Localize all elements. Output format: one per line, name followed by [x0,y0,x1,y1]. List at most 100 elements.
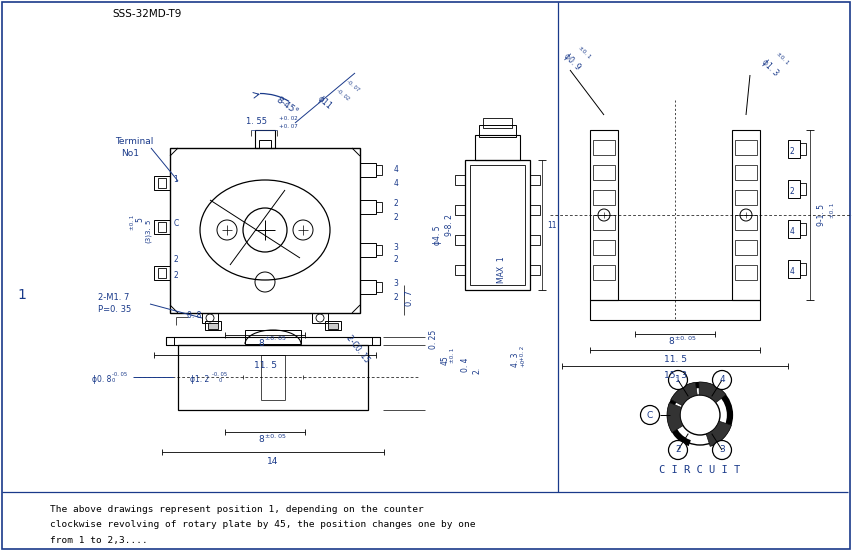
Bar [208,323,218,329]
Text: 11. 5: 11. 5 [254,360,277,370]
Text: 9-8. 2: 9-8. 2 [445,214,453,236]
Text: -0. 05: -0. 05 [212,371,227,376]
Text: 1: 1 [18,288,26,302]
Text: -0. 05: -0. 05 [112,371,127,376]
Bar [455,175,465,185]
Bar [328,323,338,329]
Bar [593,190,615,205]
Text: 5: 5 [145,220,151,224]
Text: +0. 07: +0. 07 [279,123,297,128]
Text: 2: 2 [675,446,681,455]
Bar [455,235,465,245]
Bar [245,330,301,344]
Text: (3)3.: (3)3. [145,226,152,244]
Bar [593,165,615,180]
Text: 4. 3: 4. 3 [510,353,520,368]
Text: +0. 2: +0. 2 [521,345,526,360]
Bar [530,235,540,245]
Text: 2: 2 [790,187,795,197]
Bar [735,215,757,230]
Text: 2-M1. 7: 2-M1. 7 [98,294,130,302]
Bar [788,220,800,238]
Bar [158,222,166,232]
Bar [530,175,540,185]
Text: ±0. 05: ±0. 05 [265,434,285,439]
Wedge shape [706,421,731,446]
Bar [590,130,618,300]
Text: +0: +0 [521,359,526,367]
Text: No1: No1 [121,149,139,159]
Bar [530,205,540,215]
Bar [475,135,520,160]
Bar [255,130,275,148]
Bar [593,265,615,280]
Text: C I R C U I T: C I R C U I T [659,465,740,475]
Text: ϕ11: ϕ11 [316,94,334,112]
Text: 11. 5: 11. 5 [664,354,687,364]
Bar [479,125,516,137]
Bar [788,140,800,158]
Text: 4: 4 [719,375,725,385]
Bar [205,321,221,330]
Bar [470,165,525,285]
Bar [154,220,170,234]
Bar [360,200,376,214]
Text: 0: 0 [112,379,115,383]
Text: 4: 4 [394,180,399,188]
Text: 2: 2 [174,256,178,264]
Bar [800,143,806,155]
Circle shape [712,370,732,390]
Wedge shape [688,436,711,449]
Wedge shape [699,382,726,403]
Text: 0. 4: 0. 4 [460,358,469,372]
Text: The above drawings represent position 1, depending on the counter
clockwise revo: The above drawings represent position 1,… [50,505,475,544]
Bar [732,130,760,300]
Text: ±0. 1: ±0. 1 [130,214,135,230]
Wedge shape [667,403,683,433]
Bar [325,321,341,330]
Text: ±0. 1: ±0. 1 [451,347,456,363]
Text: 0. 8: 0. 8 [187,311,201,320]
Bar [735,190,757,205]
Text: 3: 3 [394,242,399,251]
Text: 2-C0. 15: 2-C0. 15 [344,333,371,364]
Text: 2: 2 [394,213,399,222]
Text: Terminal: Terminal [115,138,153,147]
Text: 11: 11 [547,220,556,230]
Text: 0. 7: 0. 7 [406,290,415,306]
Bar [360,280,376,294]
Bar [158,178,166,188]
Text: 2: 2 [174,272,178,280]
Bar [800,183,806,195]
Bar [170,148,360,313]
Text: 3: 3 [719,446,725,455]
Bar [376,282,382,292]
Text: ±0. 1: ±0. 1 [577,45,591,59]
Bar [735,265,757,280]
Circle shape [641,406,659,424]
Bar [202,313,218,323]
Text: 9-1. 5: 9-1. 5 [818,204,826,226]
Bar [800,223,806,235]
Bar [593,215,615,230]
Text: MAX  1: MAX 1 [497,257,505,283]
Text: -0. 02: -0. 02 [336,88,350,102]
Text: 2.: 2. [473,366,481,374]
Text: 14: 14 [268,457,279,467]
Bar [166,337,380,345]
Text: 8: 8 [258,435,264,445]
Text: 1: 1 [174,176,178,185]
Text: 0: 0 [218,379,222,383]
Bar [788,260,800,278]
Bar [312,313,328,323]
Text: 2: 2 [394,256,399,264]
Bar [154,176,170,190]
Text: 0. 25: 0. 25 [429,329,437,349]
Text: 8-45°: 8-45° [274,95,300,117]
Text: 45: 45 [440,355,450,365]
Text: ϕ4. 5: ϕ4. 5 [433,225,441,245]
Text: 1. 55: 1. 55 [246,117,268,127]
Bar [735,165,757,180]
Text: 1: 1 [675,375,681,385]
Bar [455,205,465,215]
